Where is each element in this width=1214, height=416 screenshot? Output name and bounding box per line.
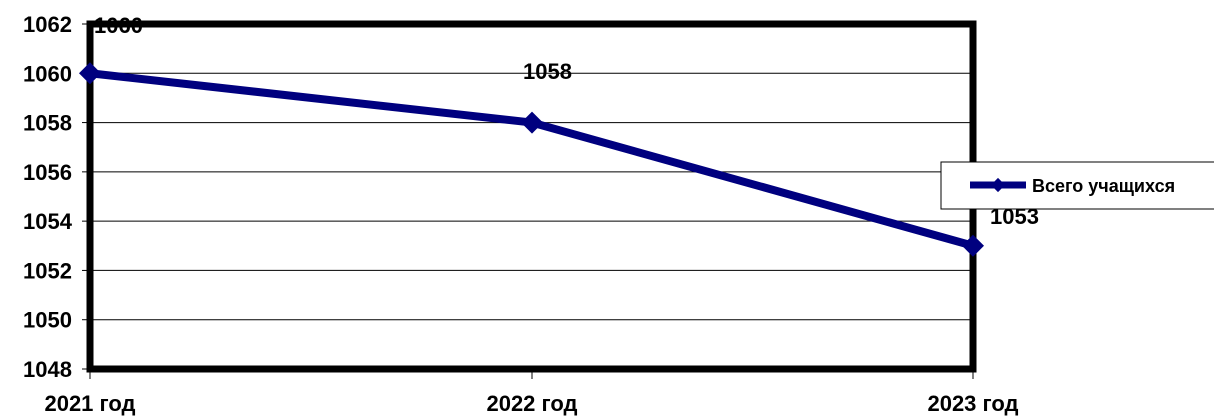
y-tick-label: 1062 <box>23 12 72 37</box>
data-label: 1058 <box>523 59 572 84</box>
y-tick-label: 1048 <box>23 357 72 382</box>
data-point-marker <box>79 62 101 85</box>
y-tick-label: 1056 <box>23 160 72 185</box>
series-layer <box>79 62 984 257</box>
y-tick-label: 1060 <box>23 61 72 86</box>
data-point-marker <box>521 111 543 134</box>
x-tick-label: 2021 год <box>44 391 135 416</box>
x-tick-label: 2022 год <box>486 391 577 416</box>
y-tick-label: 1054 <box>23 209 73 234</box>
legend-marker-swatch <box>990 177 1006 193</box>
x-axis-ticks: 2021 год 2022 год 2023 год <box>44 369 1019 416</box>
x-tick-label: 2023 год <box>927 391 1018 416</box>
y-axis-ticks: 1048 1050 1052 1054 1056 1058 1060 1062 <box>23 12 90 382</box>
y-tick-label: 1050 <box>23 308 72 333</box>
legend-series-label: Всего учащихся <box>1032 176 1175 196</box>
y-tick-label: 1058 <box>23 111 72 136</box>
data-point-marker <box>962 234 984 257</box>
y-tick-label: 1052 <box>23 258 72 283</box>
series-line <box>89 69 975 250</box>
data-label: 1060 <box>94 13 143 38</box>
legend: Всего учащихся <box>940 161 1214 210</box>
